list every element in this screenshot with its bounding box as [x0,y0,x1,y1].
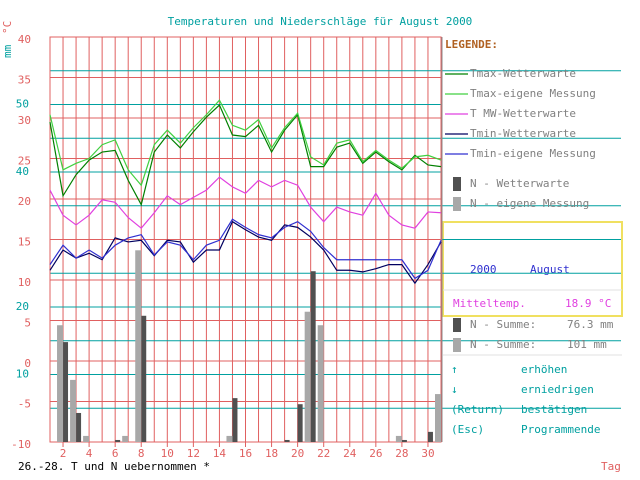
x-tick-label: 28 [395,447,408,460]
legend-swatch [453,177,461,191]
date-box [442,221,623,317]
mean-label: Mitteltemp. [453,297,526,310]
help-text: Programmende [521,423,600,436]
x-tick-label: 30 [421,447,434,460]
bar [435,394,441,442]
sum-label: N - Summe: [470,318,536,331]
bar [304,311,311,442]
help-text: bestätigen [521,403,587,416]
sum-swatch [453,318,461,332]
x-tick-label: 24 [343,447,357,460]
footer-note: 26.-28. T und N uebernommen * [18,460,210,473]
x-tick-label: 10 [161,447,174,460]
help-text: erniedrigen [521,383,594,396]
help-key: ↑ [451,363,458,376]
bar [115,439,121,442]
month: August [530,263,570,276]
bar [76,412,82,442]
y-tick-label: 40 [18,33,31,46]
x-tick-label: 12 [187,447,200,460]
bar [83,435,90,442]
bar [226,435,233,442]
x-tick-label: 26 [369,447,382,460]
line [49,176,442,229]
bar [63,342,69,442]
help-key: (Return) [451,403,504,416]
x-tick-label: 20 [291,447,304,460]
bar [135,250,142,442]
bar [57,325,64,442]
x-tick-label: 22 [317,447,330,460]
mean-value: 18.9 °C [565,297,611,310]
bar [395,435,402,442]
bar [310,271,316,442]
y2-tick-label: 20 [16,300,29,313]
legend-swatch [453,197,461,211]
y-tick-label: 25 [18,155,31,168]
x-tick-label: 8 [138,447,145,460]
bar [317,325,324,442]
line [49,218,442,280]
help-key: (Esc) [451,423,484,436]
bar [70,379,77,442]
y2-tick-label: 50 [16,98,29,111]
sum-value: 76.3 mm [567,318,614,331]
bar [427,431,433,442]
y-axis-label: °C [1,21,14,34]
bar [297,404,303,442]
x-tick-label: 18 [265,447,278,460]
x-axis-label: Tag [601,460,621,473]
sum-label: N - Summe: [470,338,536,351]
legend-label: N - eigene Messung [470,197,589,210]
y-tick-label: 15 [18,236,31,249]
bar [284,439,290,442]
line [49,220,442,285]
y-tick-label: -10 [11,438,31,451]
year: 2000 [470,263,497,276]
y-tick-label: 35 [18,74,31,87]
line [49,99,442,187]
legend-label: N - Wetterwarte [470,177,569,190]
y2-tick-label: 40 [16,165,29,178]
bar [141,315,147,442]
y-tick-label: -5 [18,398,31,411]
y-tick-label: 20 [18,195,31,208]
legend-label: T MW-Wetterwarte [470,107,576,120]
sum-swatch [453,338,461,352]
x-tick-label: 2 [60,447,67,460]
y-tick-label: 30 [18,114,31,127]
x-tick-label: 6 [112,447,119,460]
legend-label: Tmax-Wetterwarte [470,67,576,80]
y-tick-label: 5 [24,317,31,330]
legend-label: Tmax-eigene Messung [470,87,596,100]
bar [232,398,238,442]
x-tick-label: 16 [239,447,252,460]
y-tick-label: 10 [18,276,31,289]
y2-axis-label: mm [1,44,14,58]
help-key: ↓ [451,383,458,396]
x-tick-label: 14 [213,447,227,460]
x-tick-label: 4 [86,447,93,460]
legend-label: Tmin-eigene Messung [470,147,596,160]
bar [401,439,407,442]
bar [122,435,129,442]
y2-tick-label: 10 [16,368,29,381]
line [49,104,442,207]
chart-title: Temperaturen und Niederschläge für Augus… [168,15,473,28]
help-text: erhöhen [521,363,567,376]
legend-title: LEGENDE: [445,38,498,51]
sum-value: 101 mm [567,338,607,351]
legend-label: Tmin-Wetterwarte [470,127,576,140]
y-tick-label: 0 [24,357,31,370]
